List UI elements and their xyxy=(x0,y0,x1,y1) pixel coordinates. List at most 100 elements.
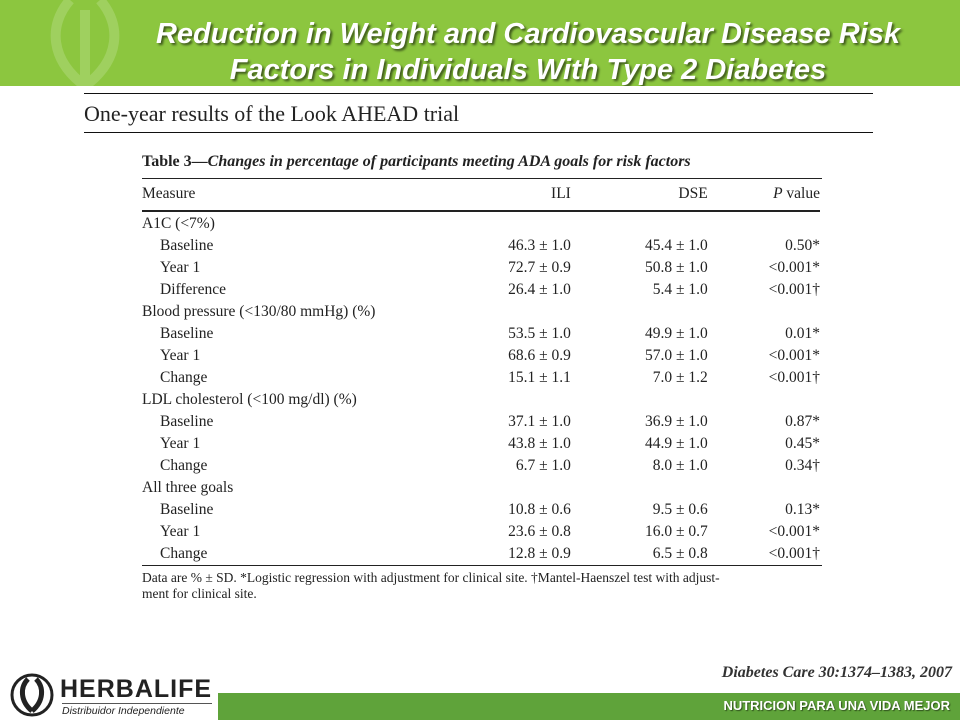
slide-title-line-1: Reduction in Weight and Cardiovascular D… xyxy=(155,18,900,50)
row-ili-value: 23.6 ± 0.8 xyxy=(508,523,571,540)
table-caption-prefix: Table 3— xyxy=(142,153,208,170)
row-measure: Change xyxy=(160,545,208,562)
row-measure: Year 1 xyxy=(160,259,201,276)
row-measure: Year 1 xyxy=(160,435,201,452)
table-row: Change 12.8 ± 0.9 6.5 ± 0.8 <0.001† xyxy=(142,543,820,565)
row-p-value: <0.001† xyxy=(768,369,820,386)
row-p-value: 0.45* xyxy=(785,435,820,452)
row-dse-value: 7.0 ± 1.2 xyxy=(652,369,708,386)
row-measure: Year 1 xyxy=(160,523,201,540)
p-value-label: value xyxy=(782,185,820,202)
row-measure: Year 1 xyxy=(160,347,201,364)
row-dse-value: 16.0 ± 0.7 xyxy=(644,523,708,540)
group-label: Blood pressure (<130/80 mmHg) (%) xyxy=(142,303,376,320)
row-dse-value: 9.5 ± 0.6 xyxy=(652,501,708,518)
col-header-ili: ILI xyxy=(551,185,571,202)
row-p-value: 0.87* xyxy=(785,413,820,430)
table-footnote: Data are % ± SD. *Logistic regression wi… xyxy=(142,570,822,602)
footnote-line-1: Data are % ± SD. *Logistic regression wi… xyxy=(142,570,720,585)
row-dse-value: 36.9 ± 1.0 xyxy=(644,413,708,430)
row-measure: Baseline xyxy=(160,237,214,254)
row-measure: Baseline xyxy=(160,325,214,342)
row-ili-value: 10.8 ± 0.6 xyxy=(508,501,571,518)
table-caption-text: Changes in percentage of participants me… xyxy=(207,153,691,170)
table-row: Baseline 53.5 ± 1.0 49.9 ± 1.0 0.01* xyxy=(142,323,820,345)
col-header-measure: Measure xyxy=(142,185,196,202)
table-row: Change 6.7 ± 1.0 8.0 ± 1.0 0.34† xyxy=(142,455,820,477)
p-italic: P xyxy=(773,185,783,202)
herbalife-leaf-icon xyxy=(10,673,54,717)
col-header-p-value: P value xyxy=(708,179,820,209)
table-group-row: Blood pressure (<130/80 mmHg) (%) xyxy=(142,301,820,323)
row-dse-value: 50.8 ± 1.0 xyxy=(644,259,708,276)
row-p-value: <0.001† xyxy=(768,545,820,562)
table-group-row: LDL cholesterol (<100 mg/dl) (%) xyxy=(142,389,820,411)
row-dse-value: 44.9 ± 1.0 xyxy=(644,435,708,452)
table-body: A1C (<7%) Baseline 46.3 ± 1.0 45.4 ± 1.0 0.5… xyxy=(142,213,820,565)
row-dse-value: 49.9 ± 1.0 xyxy=(644,325,708,342)
group-label: All three goals xyxy=(142,479,234,496)
table-top-rule xyxy=(142,178,822,179)
row-ili-value: 72.7 ± 0.9 xyxy=(508,259,571,276)
header-rule xyxy=(142,210,820,212)
logo-wordmark: HERBALIFE xyxy=(60,675,213,703)
footnote-line-2: ment for clinical site. xyxy=(142,586,257,601)
row-ili-value: 68.6 ± 0.9 xyxy=(508,347,571,364)
table-group-row: A1C (<7%) xyxy=(142,213,820,235)
row-ili-value: 6.7 ± 1.0 xyxy=(515,457,571,474)
row-ili-value: 26.4 ± 1.0 xyxy=(508,281,571,298)
results-table-block: Table 3—Changes in percentage of partici… xyxy=(142,150,822,602)
footer-slogan: NUTRICION PARA UNA VIDA MEJOR xyxy=(723,698,950,713)
table-row: Baseline 10.8 ± 0.6 9.5 ± 0.6 0.13* xyxy=(142,499,820,521)
table-row: Year 1 72.7 ± 0.9 50.8 ± 1.0 <0.001* xyxy=(142,257,820,279)
row-measure: Baseline xyxy=(160,413,214,430)
table-caption: Table 3—Changes in percentage of partici… xyxy=(142,150,822,174)
table-row: Change 15.1 ± 1.1 7.0 ± 1.2 <0.001† xyxy=(142,367,820,389)
row-p-value: 0.13* xyxy=(785,501,820,518)
row-ili-value: 37.1 ± 1.0 xyxy=(508,413,571,430)
results-table: Measure ILI DSE P value A1C (<7%) Baselin… xyxy=(142,179,820,565)
table-row: Baseline 37.1 ± 1.0 36.9 ± 1.0 0.87* xyxy=(142,411,820,433)
row-p-value: <0.001* xyxy=(768,347,820,364)
header-banner: Reduction in Weight and Cardiovascular D… xyxy=(0,0,960,86)
row-dse-value: 45.4 ± 1.0 xyxy=(644,237,708,254)
table-bottom-rule xyxy=(142,565,822,566)
row-ili-value: 12.8 ± 0.9 xyxy=(508,545,571,562)
logo-tagline: Distribuidor Independiente xyxy=(62,703,212,717)
table-row: Year 1 43.8 ± 1.0 44.9 ± 1.0 0.45* xyxy=(142,433,820,455)
table-row: Year 1 68.6 ± 0.9 57.0 ± 1.0 <0.001* xyxy=(142,345,820,367)
row-p-value: <0.001* xyxy=(768,259,820,276)
slide-title-line-2: Factors in Individuals With Type 2 Diabe… xyxy=(229,54,827,86)
row-ili-value: 46.3 ± 1.0 xyxy=(508,237,571,254)
herbalife-logo: HERBALIFE Distribuidor Independiente xyxy=(10,673,215,717)
col-header-dse: DSE xyxy=(678,185,708,202)
table-row: Difference 26.4 ± 1.0 5.4 ± 1.0 <0.001† xyxy=(142,279,820,301)
row-measure: Difference xyxy=(160,281,226,298)
citation: Diabetes Care 30:1374–1383, 2007 xyxy=(721,664,952,681)
table-row: Baseline 46.3 ± 1.0 45.4 ± 1.0 0.50* xyxy=(142,235,820,257)
group-label: LDL cholesterol (<100 mg/dl) (%) xyxy=(142,391,357,408)
row-p-value: 0.01* xyxy=(785,325,820,342)
table-group-row: All three goals xyxy=(142,477,820,499)
row-p-value: 0.50* xyxy=(785,237,820,254)
row-dse-value: 8.0 ± 1.0 xyxy=(652,457,708,474)
group-label: A1C (<7%) xyxy=(142,215,215,232)
row-ili-value: 53.5 ± 1.0 xyxy=(508,325,571,342)
table-header-row: Measure ILI DSE P value xyxy=(142,179,820,209)
table-row: Year 1 23.6 ± 0.8 16.0 ± 0.7 <0.001* xyxy=(142,521,820,543)
row-ili-value: 43.8 ± 1.0 xyxy=(508,435,571,452)
row-measure: Change xyxy=(160,457,208,474)
row-p-value: <0.001† xyxy=(768,281,820,298)
footer-bar: NUTRICION PARA UNA VIDA MEJOR xyxy=(218,693,960,720)
row-measure: Baseline xyxy=(160,501,214,518)
row-p-value: <0.001* xyxy=(768,523,820,540)
row-measure: Change xyxy=(160,369,208,386)
row-ili-value: 15.1 ± 1.1 xyxy=(508,369,571,386)
row-dse-value: 6.5 ± 0.8 xyxy=(652,545,708,562)
leaf-decoration-icon xyxy=(50,0,120,86)
row-p-value: 0.34† xyxy=(785,457,820,474)
slide-subtitle: One-year results of the Look AHEAD trial xyxy=(84,93,873,133)
row-dse-value: 5.4 ± 1.0 xyxy=(652,281,708,298)
row-dse-value: 57.0 ± 1.0 xyxy=(644,347,708,364)
slide-title: Reduction in Weight and Cardiovascular D… xyxy=(96,16,960,86)
